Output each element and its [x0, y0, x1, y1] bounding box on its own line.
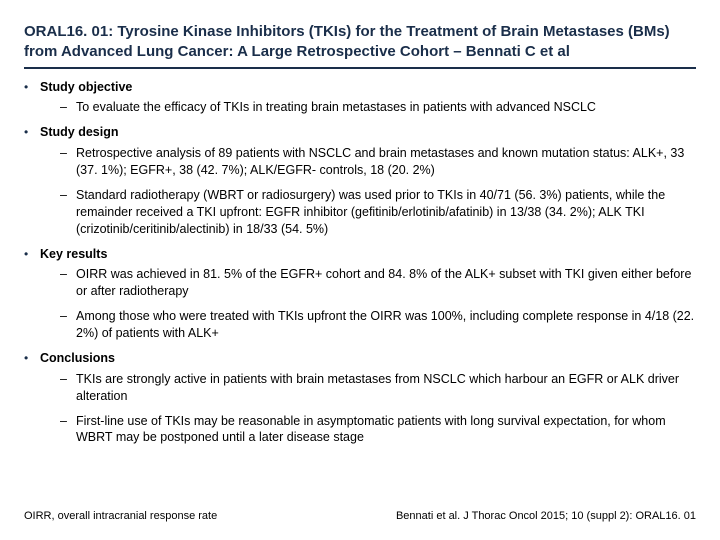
- section-conclusions: Conclusions TKIs are strongly active in …: [24, 350, 696, 446]
- section-results: Key results OIRR was achieved in 81. 5% …: [24, 246, 696, 342]
- slide-content: Study objective To evaluate the efficacy…: [24, 79, 696, 447]
- section-objective: Study objective To evaluate the efficacy…: [24, 79, 696, 117]
- list-item: Among those who were treated with TKIs u…: [60, 308, 696, 342]
- slide: ORAL16. 01: Tyrosine Kinase Inhibitors (…: [0, 0, 720, 540]
- section-label: Study objective: [40, 79, 696, 96]
- sub-list: To evaluate the efficacy of TKIs in trea…: [40, 99, 696, 116]
- list-item: To evaluate the efficacy of TKIs in trea…: [60, 99, 696, 116]
- sub-list: TKIs are strongly active in patients wit…: [40, 371, 696, 447]
- section-label: Key results: [40, 246, 696, 263]
- list-item: First-line use of TKIs may be reasonable…: [60, 413, 696, 447]
- footer-abbrev: OIRR, overall intracranial response rate: [24, 510, 217, 522]
- list-item: TKIs are strongly active in patients wit…: [60, 371, 696, 405]
- list-item: Retrospective analysis of 89 patients wi…: [60, 145, 696, 179]
- sub-list: Retrospective analysis of 89 patients wi…: [40, 145, 696, 237]
- list-item: Standard radiotherapy (WBRT or radiosurg…: [60, 187, 696, 238]
- sub-list: OIRR was achieved in 81. 5% of the EGFR+…: [40, 266, 696, 342]
- bullet-list: Study objective To evaluate the efficacy…: [24, 79, 696, 447]
- list-item: OIRR was achieved in 81. 5% of the EGFR+…: [60, 266, 696, 300]
- section-label: Conclusions: [40, 350, 696, 367]
- section-label: Study design: [40, 124, 696, 141]
- section-design: Study design Retrospective analysis of 8…: [24, 124, 696, 237]
- footer-citation: Bennati et al. J Thorac Oncol 2015; 10 (…: [396, 510, 696, 522]
- slide-footer: OIRR, overall intracranial response rate…: [24, 510, 696, 522]
- slide-title: ORAL16. 01: Tyrosine Kinase Inhibitors (…: [24, 22, 696, 69]
